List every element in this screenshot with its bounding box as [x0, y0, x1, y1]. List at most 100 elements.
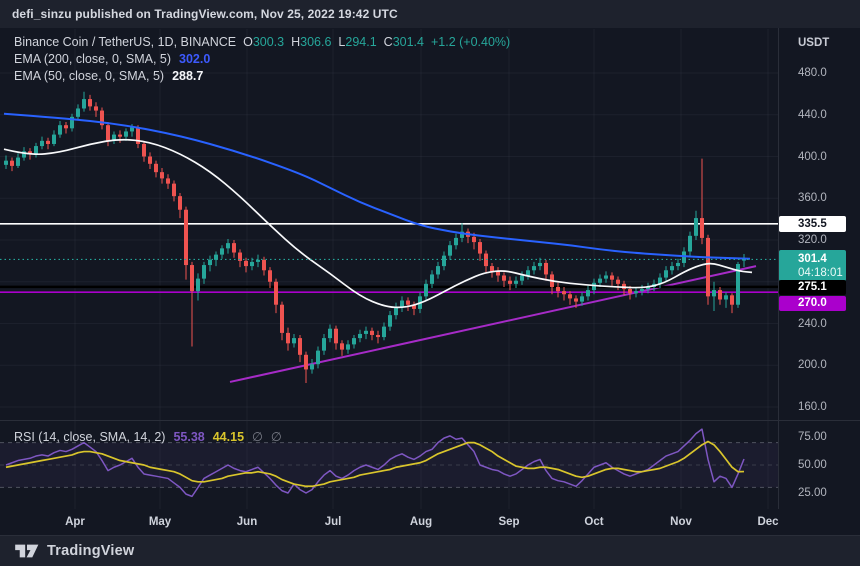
price-tick-320: 320.0 — [798, 234, 827, 246]
price-axis[interactable]: USDT 335.5 301.4 04:18:01 275.1 270.0 48… — [779, 28, 860, 509]
rsi-label: RSI (14, close, SMA, 14, 2) — [14, 430, 166, 444]
candle-body — [658, 277, 662, 284]
ema200-label: EMA (200, close, 0, SMA, 5) — [14, 52, 172, 66]
candle-body — [154, 163, 158, 173]
price-tick-240: 240.0 — [798, 317, 827, 330]
month-label-sep: Sep — [498, 516, 520, 528]
candle-body — [82, 99, 86, 109]
month-label-oct: Oct — [584, 516, 604, 528]
candle-body — [664, 270, 668, 278]
month-label-jul: Jul — [324, 516, 342, 528]
candle-body — [436, 266, 440, 275]
price-tick-480: 480.0 — [798, 67, 827, 79]
ema50-line[interactable] — [3, 138, 753, 309]
rsi-line[interactable] — [5, 428, 745, 498]
time-axis[interactable]: Apr May Jun Jul Aug Sep Oct Nov Dec — [0, 509, 860, 535]
candle-body — [580, 296, 584, 302]
candle-body — [244, 260, 248, 267]
candle-body — [388, 315, 392, 327]
candle-body — [442, 255, 446, 267]
candle-body — [346, 344, 350, 350]
ema50-legend-row: EMA (50, close, 0, SMA, 5) 288.7 — [14, 68, 510, 85]
rsi-ma-line[interactable] — [5, 440, 745, 488]
candle-body — [400, 300, 404, 307]
month-label-nov: Nov — [670, 516, 692, 528]
ohlc-key-H: H — [291, 35, 301, 49]
candle-body — [106, 125, 110, 141]
candle-body — [250, 261, 254, 267]
candle-body — [406, 300, 410, 305]
month-label-apr: Apr — [65, 516, 85, 528]
candle-body — [130, 127, 134, 132]
candle-body — [124, 131, 128, 137]
brand-text: TradingView — [47, 543, 135, 559]
rsi-band — [0, 442, 778, 488]
candle-body — [448, 245, 452, 256]
ema200-value: 302.0 — [179, 52, 211, 66]
candle-body — [490, 266, 494, 272]
candle-body — [574, 298, 578, 302]
candle-body — [328, 328, 332, 339]
candle-body — [538, 262, 542, 267]
price-chart-canvas[interactable] — [0, 28, 778, 509]
candle-body — [340, 343, 344, 350]
candle-body — [298, 338, 302, 355]
chart-region: Binance Coin / TetherUS, 1D, BINANCE O300… — [0, 28, 860, 535]
candle-body — [700, 218, 704, 238]
candle-body — [646, 286, 650, 290]
candle-body — [598, 278, 602, 283]
change-value: +1.2 (+0.40%) — [430, 35, 511, 49]
candle-body — [10, 160, 14, 166]
candle-body — [214, 254, 218, 260]
candle-body — [28, 151, 32, 155]
candle-body — [112, 134, 116, 141]
rsi-empty-2: ∅ — [270, 430, 282, 444]
candle-body — [736, 264, 740, 305]
candle-body — [334, 328, 338, 344]
tradingview-logo-link[interactable]: TradingView — [14, 541, 134, 561]
candle-body — [52, 134, 56, 144]
candle-body — [628, 289, 632, 294]
candle-body — [616, 279, 620, 284]
candle-body — [478, 242, 482, 254]
candle-body — [424, 283, 428, 297]
ohlc-value-C: 301.4 — [392, 35, 424, 49]
candle-body — [64, 125, 68, 129]
tradingview-logo-icon — [15, 544, 39, 558]
axis-currency: USDT — [798, 37, 830, 49]
price-label-335-5: 335.5 — [779, 215, 846, 232]
candle-body — [178, 196, 182, 210]
candle-body — [394, 306, 398, 316]
candle-body — [460, 231, 464, 238]
candle-body — [718, 290, 722, 300]
candle-body — [184, 209, 188, 266]
pane-separator[interactable] — [0, 420, 860, 421]
ema50-label: EMA (50, close, 0, SMA, 5) — [14, 69, 165, 83]
candle-body — [238, 252, 242, 261]
candle-body — [208, 259, 212, 266]
candle-body — [22, 151, 26, 158]
price-axis-border — [778, 28, 779, 509]
candle-body — [370, 330, 374, 335]
rsi-empty-1: ∅ — [252, 430, 263, 444]
header-text: defi_sinzu published on TradingView.com,… — [12, 7, 398, 21]
symbol-title: Binance Coin / TetherUS, 1D, BINANCE — [14, 35, 237, 49]
candle-body — [4, 160, 8, 165]
candle-body — [166, 178, 170, 184]
ohlc-key-L: L — [338, 35, 346, 49]
candle-body — [472, 236, 476, 243]
candle-body — [586, 290, 590, 297]
candle-body — [544, 262, 548, 275]
candle-body — [160, 172, 164, 179]
rsi-tick-75: 75.00 — [798, 431, 827, 443]
rsi-value: 55.38 — [173, 430, 205, 444]
candle-body — [286, 332, 290, 344]
candle-body — [568, 294, 572, 299]
month-label-may: May — [148, 516, 172, 528]
candle-body — [508, 280, 512, 284]
ascending-trendline[interactable] — [229, 265, 757, 383]
ema200-line[interactable] — [3, 112, 751, 260]
candle-body — [16, 157, 20, 166]
candle-body — [556, 286, 560, 292]
